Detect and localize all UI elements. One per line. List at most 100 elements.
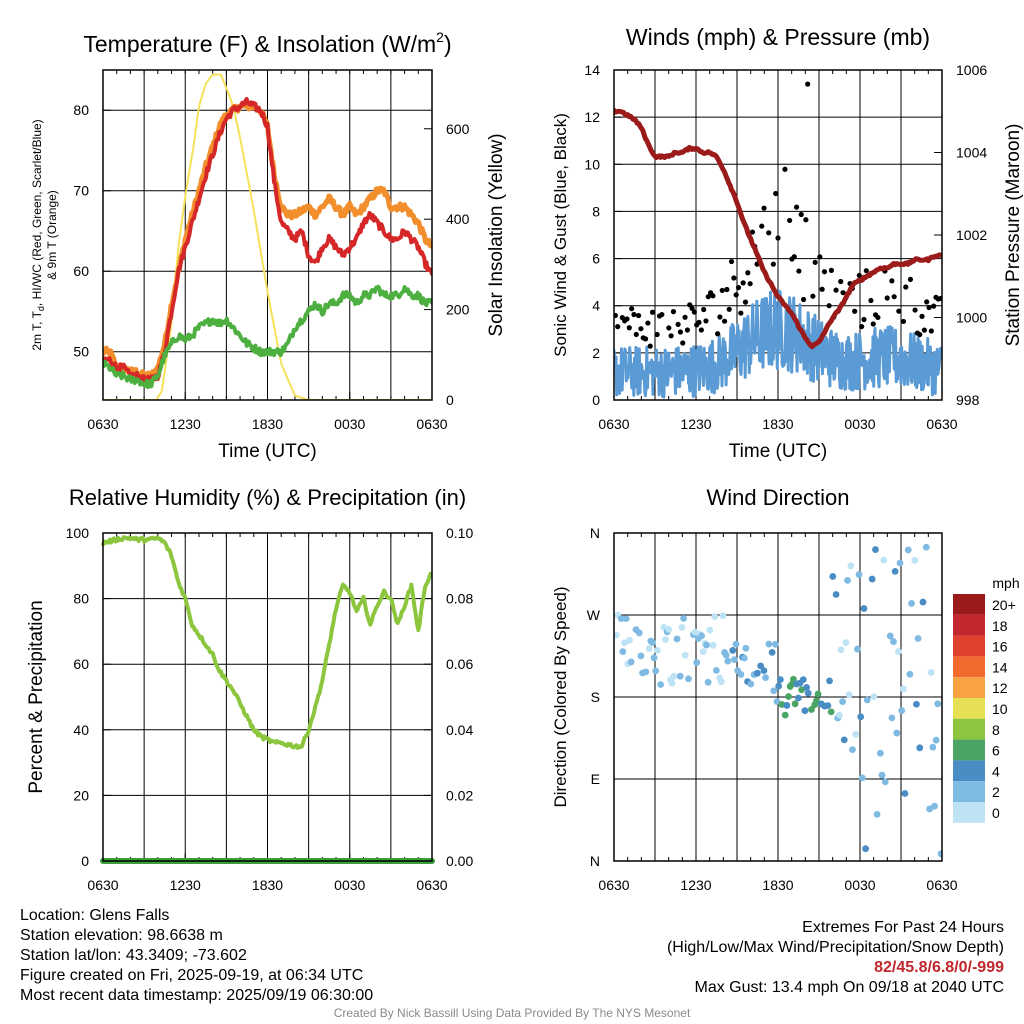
direction-point <box>919 598 927 606</box>
gust-point <box>740 280 746 286</box>
direction-point <box>773 698 781 706</box>
direction-point <box>668 679 676 687</box>
direction-point <box>844 576 851 584</box>
direction-point <box>878 771 886 779</box>
gust-point <box>828 267 835 273</box>
gust-point <box>821 269 828 275</box>
direction-point <box>835 711 843 719</box>
gust-point <box>838 278 844 285</box>
gust-point <box>703 318 709 324</box>
direction-point <box>791 700 799 708</box>
gust-point <box>701 306 707 313</box>
y-axis-label: Percent & Precipitation <box>26 600 47 793</box>
extremes-values: 82/45.8/6.8/0/-999 <box>874 959 1004 976</box>
y-tick-label: 12 <box>584 109 600 125</box>
direction-point <box>932 736 940 744</box>
gust-point <box>766 230 772 236</box>
direction-point <box>880 556 888 564</box>
gust-point <box>840 290 846 296</box>
direction-point <box>837 646 845 654</box>
gust-point <box>907 276 914 282</box>
legend-swatch <box>953 656 985 678</box>
direction-point <box>783 702 791 709</box>
gust-point <box>710 293 716 299</box>
plot-border <box>102 69 433 401</box>
gust-point <box>689 305 695 311</box>
direction-point <box>896 559 904 567</box>
y2-tick-label: 600 <box>446 121 470 137</box>
direction-point <box>888 714 896 722</box>
x-tick-label: 0030 <box>844 877 875 893</box>
direction-point <box>804 689 812 697</box>
chart-title: Temperature (F) & Insolation (W/m2) <box>83 29 451 57</box>
y-axis-label: Sonic Wind & Gust (Blue, Black) <box>551 113 570 357</box>
direction-point <box>857 713 865 721</box>
gust-point <box>782 166 788 172</box>
direction-point <box>770 687 778 695</box>
x-tick-label: 0630 <box>87 416 118 432</box>
direction-point <box>824 702 832 710</box>
direction-point <box>840 736 848 744</box>
y-tick-label: 14 <box>584 62 600 78</box>
direction-point <box>934 700 942 708</box>
winds-series-group <box>614 81 942 399</box>
gust-point <box>773 190 779 197</box>
gust-point <box>800 296 807 303</box>
direction-point <box>627 658 635 666</box>
y-label-part: 2m T, T <box>30 310 44 350</box>
y2-tick-label: 0.08 <box>446 591 473 607</box>
panel-wind-direction: 0630 1230 1830 0030 0630 N E S W N Wind Direction D… <box>551 485 1020 893</box>
direction-point <box>929 743 937 751</box>
gust-point <box>793 204 800 210</box>
gust-point <box>912 307 918 313</box>
y2-tick-label: 1002 <box>956 227 987 243</box>
gust-point <box>735 284 742 291</box>
panel-temperature: 0630 1230 1830 0030 0630 50 60 70 80 0 200 400 600 Te… <box>30 29 507 462</box>
gust-point <box>810 293 816 299</box>
direction-point <box>908 600 915 607</box>
direction-point <box>652 667 660 675</box>
direction-point <box>849 746 856 754</box>
gust-point <box>631 311 637 318</box>
y-tick-label: 8 <box>592 203 600 219</box>
direction-point <box>622 615 630 623</box>
direction-point <box>768 648 776 656</box>
direction-point <box>649 639 656 646</box>
direction-point <box>637 652 645 660</box>
legend-label: 14 <box>992 659 1008 675</box>
x-tick-label: 0630 <box>926 416 957 432</box>
direction-point <box>904 546 912 554</box>
gust-point <box>636 312 642 319</box>
gust-point <box>721 318 728 324</box>
y-tick-label: 50 <box>73 344 89 360</box>
direction-point <box>650 654 658 662</box>
y-tick-label: 4 <box>592 298 600 314</box>
direction-point <box>870 693 878 701</box>
direction-point <box>855 571 863 578</box>
direction-point <box>906 670 914 678</box>
direction-point <box>927 669 935 676</box>
y-tick-label: 100 <box>66 525 90 541</box>
extremes-subtitle: (High/Low/Max Wind/Precipitation/Snow De… <box>666 939 1004 956</box>
direction-point <box>757 662 765 670</box>
credit-text: Created By Nick Bassill Using Data Provi… <box>333 1006 691 1020</box>
x-tick-label: 1830 <box>252 877 283 893</box>
direction-point <box>852 730 860 738</box>
gust-point <box>724 286 730 293</box>
gust-point <box>677 329 684 335</box>
legend-label: 2 <box>992 784 1000 800</box>
y-tick-label: 20 <box>73 787 89 803</box>
direction-point <box>922 543 930 551</box>
direction-point <box>794 694 802 702</box>
gust-point <box>624 316 630 322</box>
legend-swatch <box>953 760 985 782</box>
gust-point <box>666 325 672 331</box>
y-tick-label: N <box>590 525 600 541</box>
gust-point <box>868 297 874 304</box>
direction-point <box>670 672 678 680</box>
x-tick-label: 0630 <box>416 416 447 432</box>
x-tick-label: 1230 <box>170 877 201 893</box>
gust-point <box>733 292 739 298</box>
relative-humidity-line <box>101 535 433 750</box>
direction-point <box>873 810 881 818</box>
